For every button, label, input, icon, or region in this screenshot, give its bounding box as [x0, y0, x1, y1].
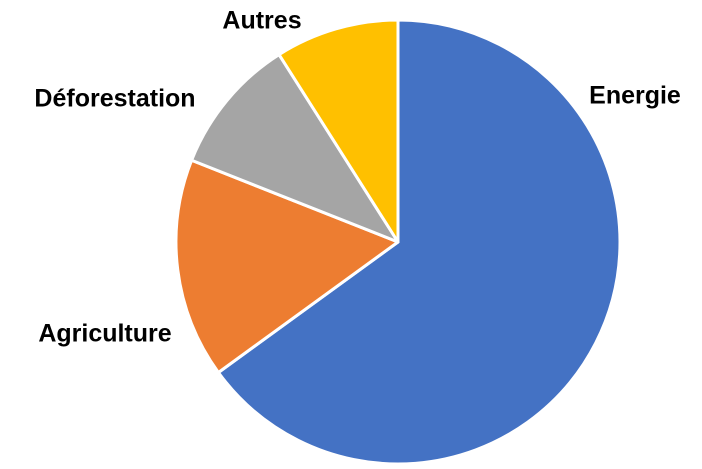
slice-label: Autres	[222, 7, 301, 35]
pie-slice	[190, 53, 400, 244]
slice-label: Energie	[589, 82, 681, 110]
pie-slice	[174, 158, 400, 374]
pie-slice	[216, 18, 622, 466]
pie-slice	[277, 18, 400, 244]
slice-label: Déforestation	[34, 85, 195, 113]
slice-label: Agriculture	[38, 320, 171, 348]
